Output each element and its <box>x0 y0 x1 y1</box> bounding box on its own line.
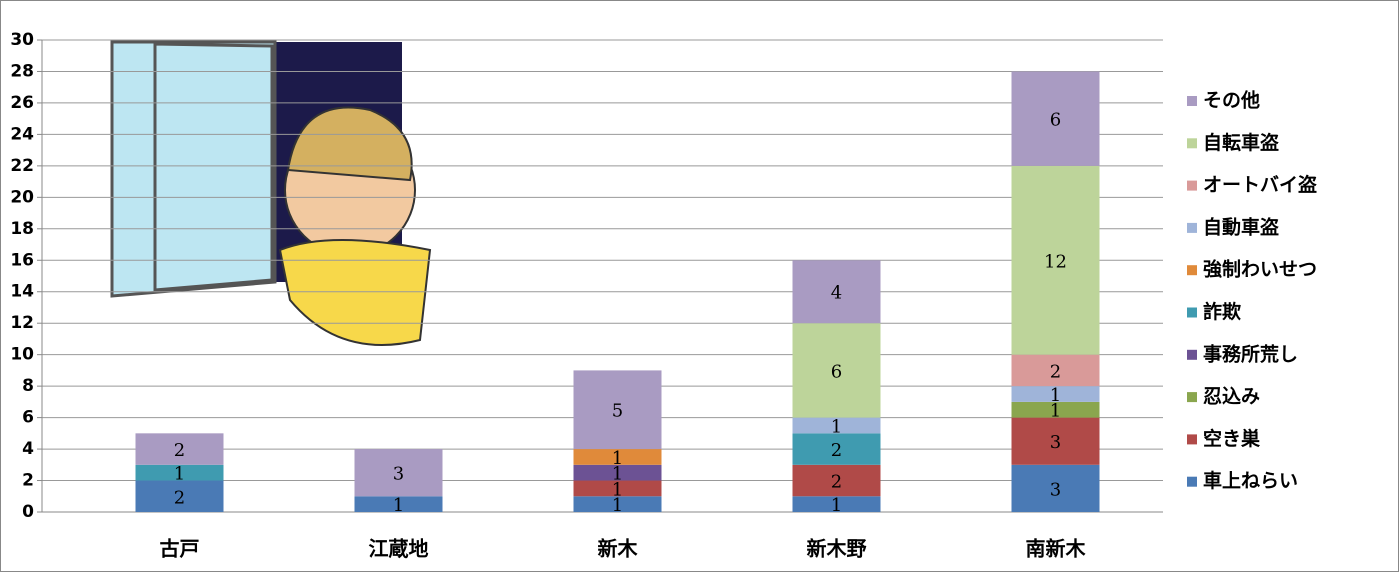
value-label: 6 <box>831 361 842 382</box>
legend-swatch <box>1187 308 1197 318</box>
value-label: 2 <box>831 472 842 493</box>
value-label: 1 <box>612 448 623 469</box>
x-tick-label: 古戸 <box>160 537 200 561</box>
legend-swatch <box>1187 477 1197 487</box>
value-label: 3 <box>393 464 404 485</box>
legend-swatch <box>1187 181 1197 191</box>
legend-swatch <box>1187 434 1197 444</box>
value-label: 6 <box>1050 110 1061 131</box>
y-tick-label: 26 <box>10 93 34 113</box>
y-tick-label: 14 <box>10 282 34 302</box>
y-tick-label: 30 <box>10 30 34 50</box>
legend-swatch <box>1187 265 1197 275</box>
legend-label: その他 <box>1203 89 1260 112</box>
value-label: 5 <box>612 401 623 422</box>
y-tick-label: 8 <box>22 376 34 396</box>
x-tick-label: 南新木 <box>1026 537 1087 561</box>
value-label: 1 <box>831 416 842 437</box>
legend-swatch <box>1187 138 1197 148</box>
y-tick-label: 28 <box>10 61 34 81</box>
x-tick-label: 新木 <box>598 537 639 561</box>
legend-label: 自転車盗 <box>1203 131 1279 154</box>
y-tick-label: 10 <box>10 345 34 365</box>
chart: 024681012141618202224262830古戸212江蔵地13新木1… <box>0 0 1399 572</box>
legend-swatch <box>1187 350 1197 360</box>
value-label: 2 <box>174 487 185 508</box>
x-tick-label: 江蔵地 <box>369 537 429 561</box>
legend-swatch <box>1187 96 1197 106</box>
legend-label: オートバイ盗 <box>1203 173 1317 196</box>
legend-label: 車上ねらい <box>1203 469 1298 492</box>
legend-label: 詐欺 <box>1203 300 1241 323</box>
value-label: 2 <box>1050 361 1061 382</box>
legend-swatch <box>1187 223 1197 233</box>
x-tick-label: 新木野 <box>807 537 867 561</box>
value-label: 3 <box>1050 432 1061 453</box>
value-label: 4 <box>831 283 842 304</box>
legend-label: 空き巣 <box>1203 427 1261 450</box>
y-tick-label: 16 <box>10 250 34 270</box>
value-label: 1 <box>831 495 842 516</box>
value-label: 2 <box>831 440 842 461</box>
value-label: 2 <box>174 440 185 461</box>
value-label: 1 <box>393 495 404 516</box>
legend-label: 強制わいせつ <box>1203 258 1317 281</box>
value-label: 1 <box>1050 385 1061 406</box>
y-tick-label: 22 <box>10 156 34 176</box>
y-tick-label: 6 <box>22 408 34 428</box>
legend-swatch <box>1187 392 1197 402</box>
y-tick-label: 12 <box>10 313 34 333</box>
y-tick-label: 24 <box>10 124 34 144</box>
y-tick-label: 2 <box>22 471 34 491</box>
legend-label: 忍込み <box>1203 386 1260 408</box>
y-tick-label: 18 <box>10 219 34 239</box>
legend-label: 自動車盗 <box>1203 215 1279 238</box>
value-label: 3 <box>1050 479 1061 500</box>
y-tick-label: 4 <box>22 439 34 459</box>
value-label: 12 <box>1044 251 1067 272</box>
y-tick-label: 20 <box>10 187 34 207</box>
value-label: 1 <box>174 464 185 485</box>
y-tick-label: 0 <box>22 502 34 522</box>
legend-label: 事務所荒し <box>1203 342 1298 365</box>
